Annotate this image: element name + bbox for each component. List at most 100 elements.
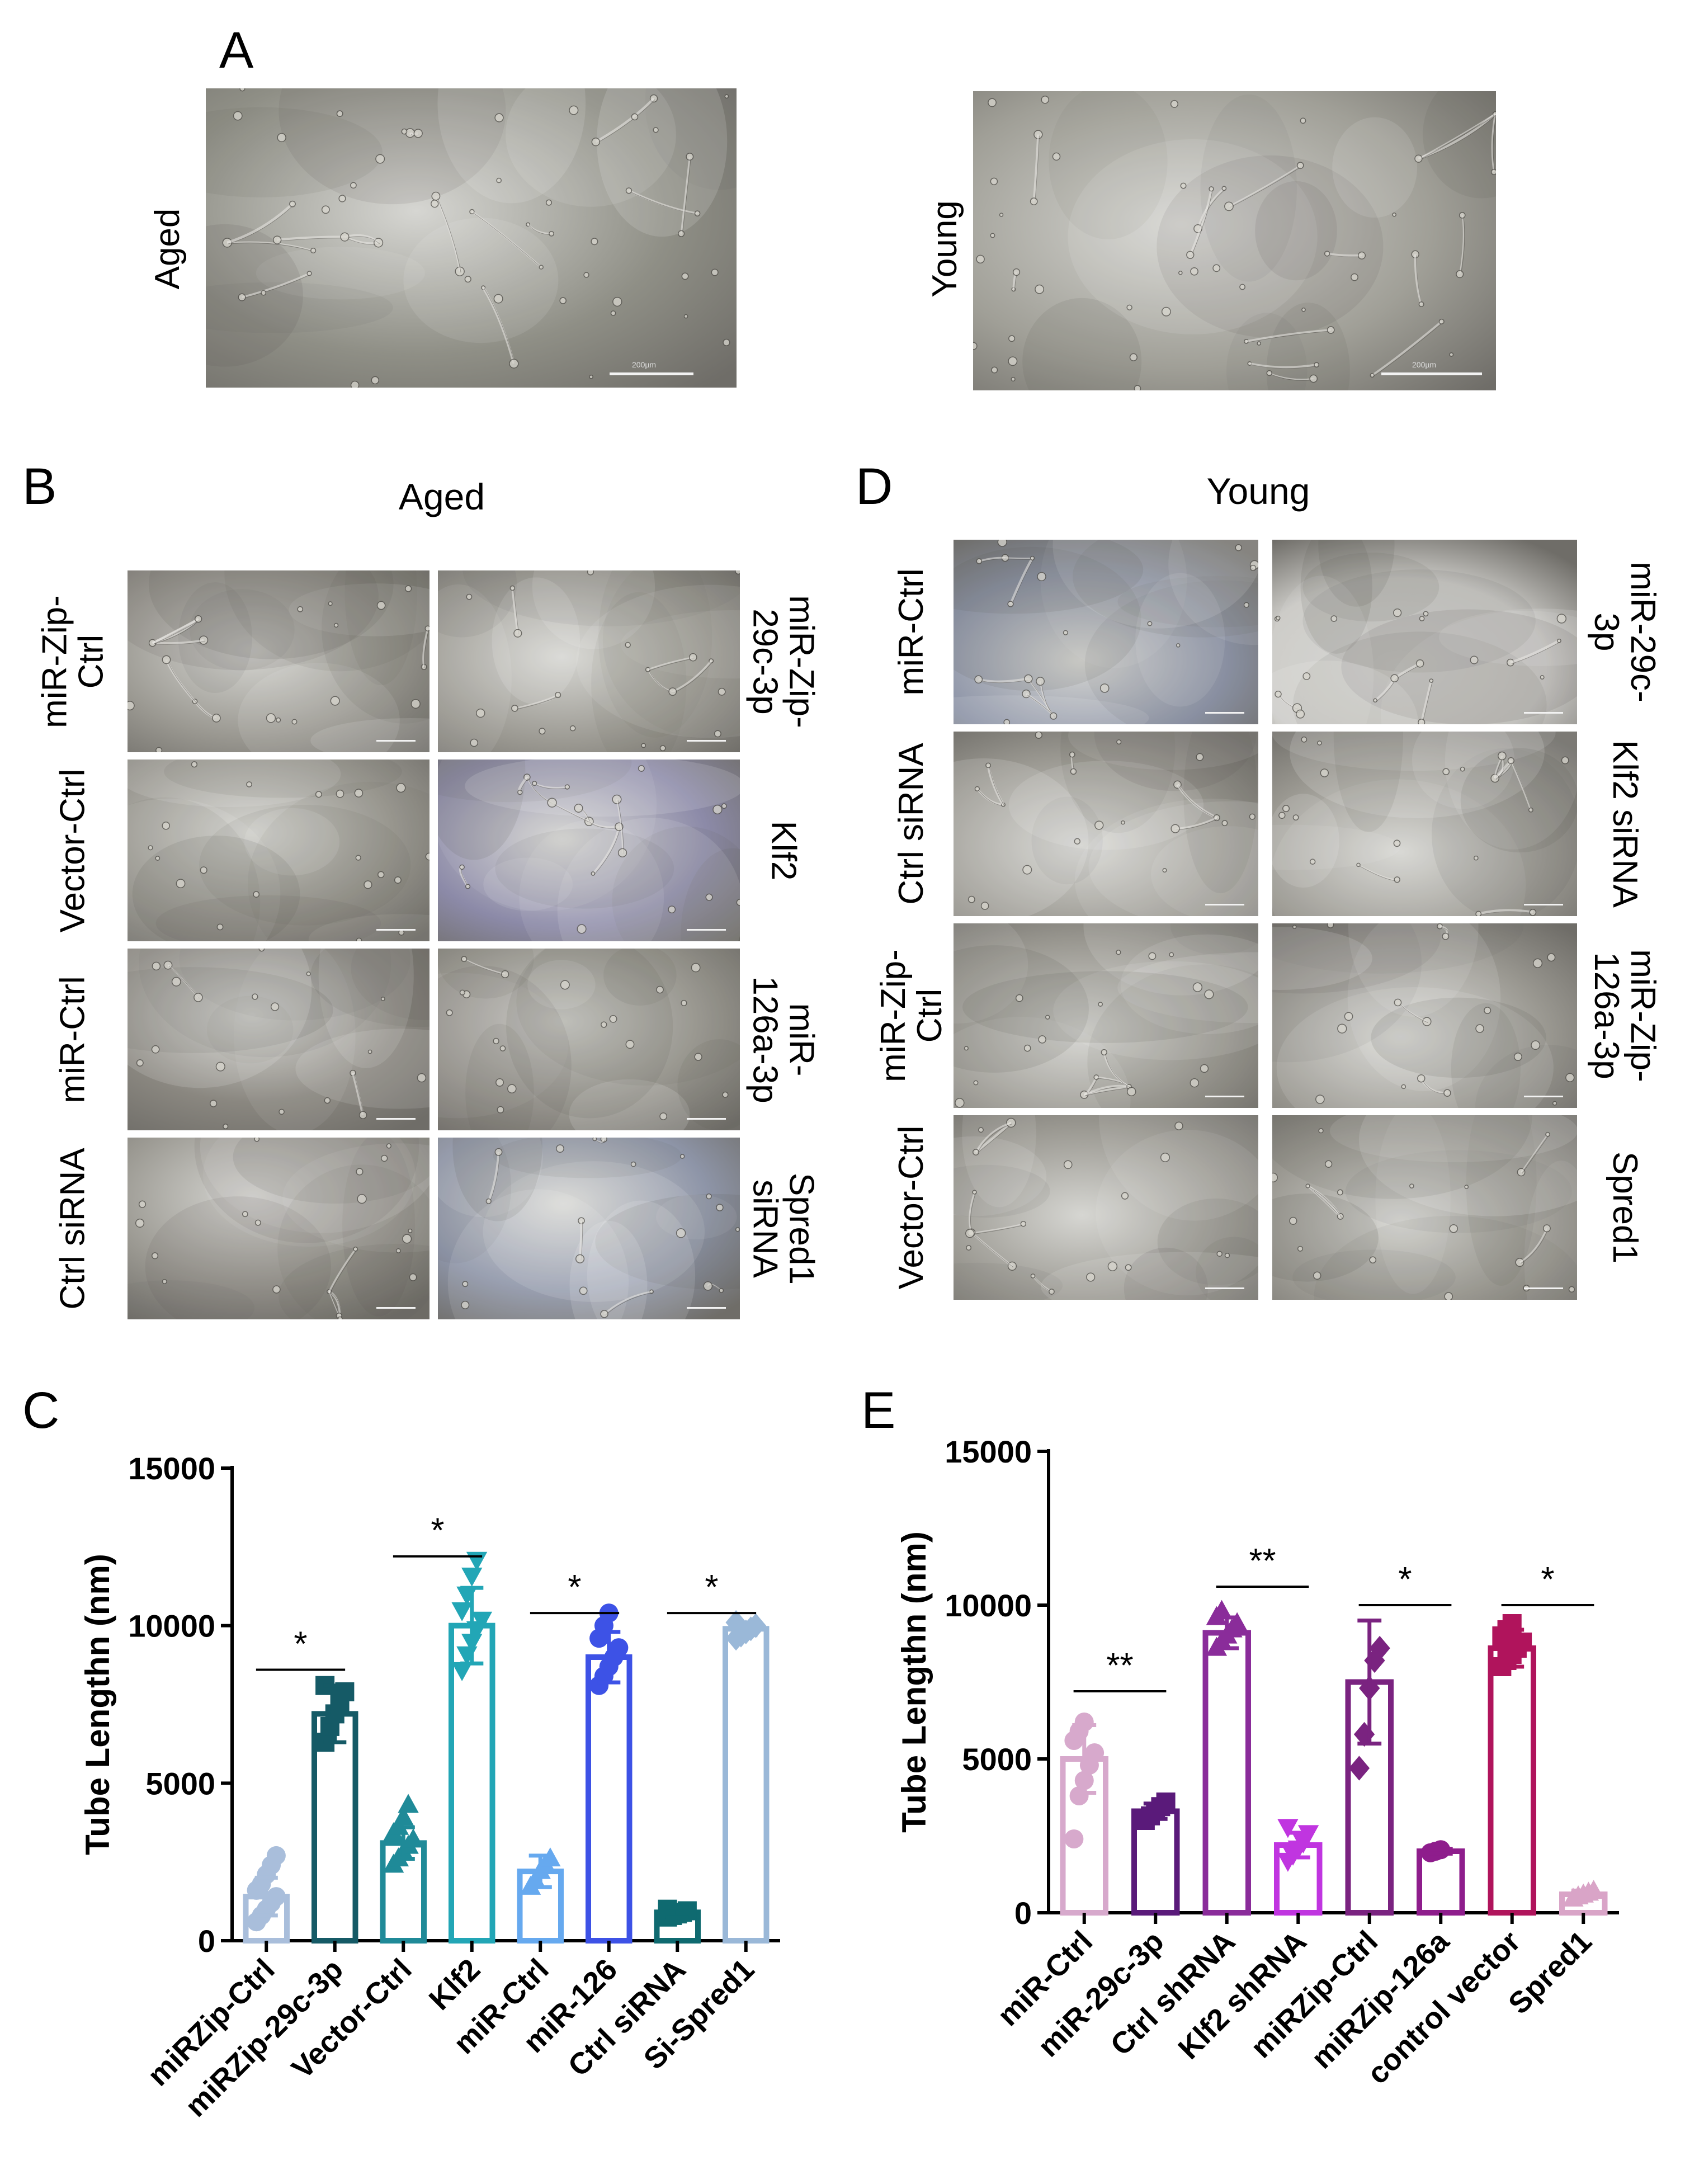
scale-bar	[376, 1118, 416, 1120]
data-point-Vector-Ctrl	[393, 1806, 414, 1825]
micrograph-b-r1-c1	[128, 570, 429, 752]
panel-d-title: Young	[1206, 470, 1310, 512]
scale-bar	[687, 929, 726, 931]
scale-bar	[1524, 904, 1563, 905]
micrograph-d-r4-c2	[1272, 1115, 1577, 1300]
significance-label: *	[431, 1512, 444, 1550]
significance-label: *	[705, 1568, 718, 1607]
micrograph-d-r1-c2	[1272, 540, 1577, 724]
b-row-2-left-label: Vector-Ctrl	[53, 768, 92, 932]
y-axis-label: Tube Lengthn (nm)	[79, 1554, 116, 1855]
b-row-4-left-label: Ctrl siRNA	[53, 1147, 92, 1310]
label-young-a: Young	[926, 200, 965, 298]
data-point-Klf2	[451, 1662, 473, 1681]
scale-bar	[1524, 1096, 1563, 1097]
y-tick-label: 5000	[145, 1766, 215, 1801]
scale-bar	[610, 372, 693, 375]
data-point-miRZip-Ctrl	[1348, 1756, 1370, 1781]
scale-bar-label: 200µm	[632, 360, 657, 369]
micrograph-b-r4-c1	[128, 1138, 429, 1319]
b-row-2-right-label: Klf2	[763, 820, 803, 880]
micrograph-d-r3-c1	[954, 923, 1258, 1108]
data-point-Vector-Ctrl	[403, 1828, 424, 1848]
micrograph-d-r4-c1	[954, 1115, 1258, 1300]
d-row-1-left-label: miR-Ctrl	[892, 568, 931, 696]
bar-Ctrl shRNA	[1202, 1630, 1251, 1916]
micrograph-b-r1-c2	[438, 570, 740, 752]
d-row-4-right-label: Spred1	[1605, 1152, 1644, 1263]
panel-letter-a: A	[219, 22, 254, 79]
data-point-miRZip-Ctrl	[1353, 1721, 1375, 1747]
significance-label: *	[294, 1625, 307, 1664]
micrograph-d-r2-c1	[954, 732, 1258, 916]
significance-label: *	[1398, 1560, 1412, 1599]
y-tick-label: 15000	[945, 1434, 1032, 1469]
significance-label: **	[1249, 1542, 1276, 1581]
data-point-Klf2	[451, 1602, 473, 1621]
data-point-miRZip-Ctrl	[266, 1846, 286, 1865]
scale-bar	[687, 1118, 726, 1120]
b-row-1-right-label: miR-Zip- 29c-3p	[745, 595, 821, 728]
data-point-Vector-Ctrl	[398, 1794, 419, 1813]
d-row-1-right-label: miR-29c- 3p	[1587, 562, 1663, 702]
d-row-2-right-label: Klf2 siRNA	[1605, 740, 1644, 908]
b-row-4-right-label: Spred1 siRNA	[745, 1172, 821, 1285]
scale-bar	[687, 740, 726, 742]
y-tick-label: 15000	[128, 1451, 215, 1486]
data-point-miR-Ctrl	[1085, 1743, 1105, 1762]
micrograph-young	[973, 91, 1496, 390]
micrograph-b-r2-c2	[438, 760, 740, 941]
data-point-miR-126	[609, 1638, 629, 1658]
data-point-Klf2	[461, 1567, 483, 1587]
y-axis-label: Tube Lengthn (nm)	[895, 1531, 933, 1833]
data-point-miRZip-Ctrl	[1369, 1635, 1390, 1661]
significance-label: *	[1541, 1560, 1554, 1599]
micrograph-b-r3-c1	[128, 949, 429, 1130]
b-row-3-right-label: miR- 126a-3p	[745, 975, 821, 1103]
data-point-Ctrl shRNA	[1226, 1612, 1248, 1631]
micrograph-d-r2-c2	[1272, 732, 1577, 916]
d-row-3-left-label: miR-Zip- Ctrl	[874, 949, 949, 1082]
micrograph-aged	[206, 88, 737, 388]
scale-bar	[376, 1307, 416, 1309]
bar-miR-126	[586, 1654, 633, 1944]
b-row-3-left-label: miR-Ctrl	[53, 975, 92, 1103]
significance-label: *	[568, 1568, 581, 1607]
bar-Si-Spred1	[723, 1626, 770, 1944]
data-point-miR-Ctrl	[1064, 1829, 1084, 1848]
scale-bar	[1524, 1287, 1563, 1289]
data-point-miRZip-Ctrl	[266, 1887, 286, 1907]
label-aged-a: Aged	[148, 208, 187, 290]
y-tick-label: 10000	[128, 1608, 215, 1644]
data-point-Si-Spred1	[745, 1613, 767, 1638]
micrograph-d-r3-c2	[1272, 923, 1577, 1108]
scale-bar	[1205, 1287, 1244, 1289]
scale-bar	[1205, 904, 1244, 905]
d-row-4-left-label: Vector-Ctrl	[892, 1125, 931, 1290]
data-point-Klf2	[471, 1611, 493, 1631]
scale-bar-label: 200µm	[1412, 360, 1437, 369]
micrograph-b-r3-c2	[438, 949, 740, 1130]
scale-bar	[1205, 1096, 1244, 1097]
y-tick-label: 0	[1014, 1895, 1032, 1931]
y-tick-label: 5000	[962, 1742, 1032, 1777]
scale-bar	[687, 1307, 726, 1309]
scale-bar	[1381, 372, 1482, 375]
scale-bar	[376, 740, 416, 742]
panel-letter-d: D	[856, 458, 893, 515]
b-row-1-left-label: miR-Zip- Ctrl	[35, 595, 110, 728]
bar-Klf2	[449, 1622, 495, 1944]
panel-b-title: Aged	[398, 476, 485, 517]
data-point-Klf2 shRNA	[1277, 1819, 1299, 1838]
panel-letter-b: B	[22, 458, 57, 515]
d-row-3-right-label: miR-Zip- 126a-3p	[1587, 949, 1663, 1082]
micrograph-b-r2-c1	[128, 760, 429, 941]
data-point-Ctrl shRNA	[1211, 1600, 1233, 1619]
scale-bar	[1205, 712, 1244, 714]
y-tick-label: 0	[198, 1923, 215, 1959]
significance-label: **	[1106, 1647, 1133, 1685]
scale-bar	[1524, 712, 1563, 714]
panel-letter-e: E	[861, 1382, 896, 1439]
